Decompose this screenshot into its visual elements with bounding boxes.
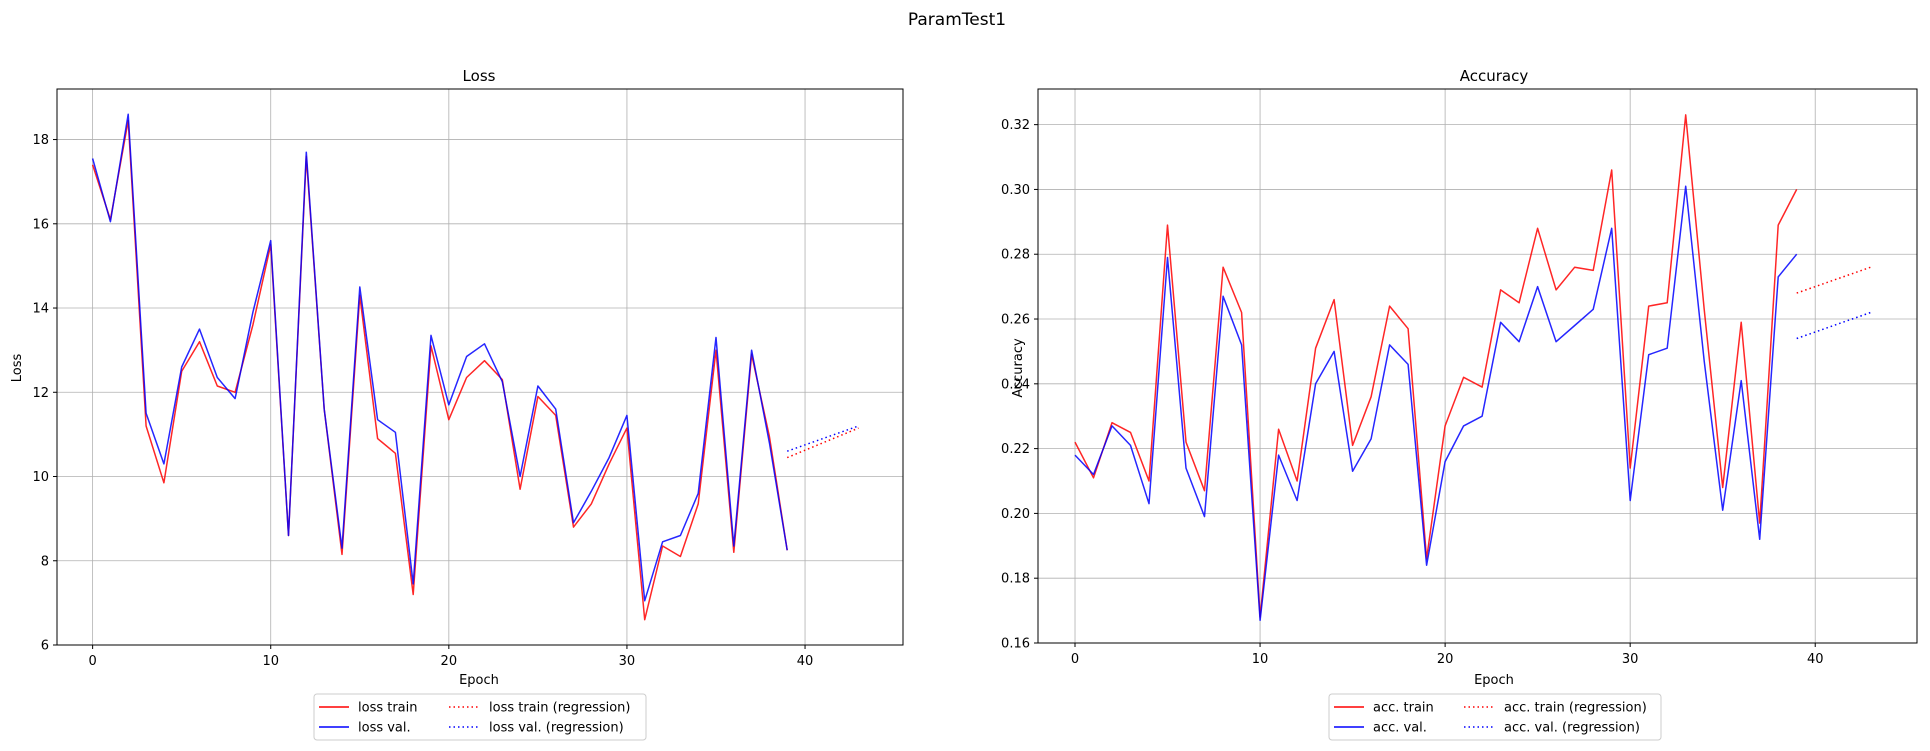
loss-legend-frame [313,693,647,741]
accuracy-chart-title: Accuracy [1460,67,1529,85]
series-loss-val [91,113,788,602]
loss-axes-frame [56,88,904,646]
accuracy-legend-frame [1328,693,1662,741]
legend-label-acc-train-regression: acc. train (regression) [1504,701,1647,716]
legend-label-acc-val-regression: acc. val. (regression) [1504,721,1640,736]
loss-ytick-label: 14 [32,302,49,317]
loss-xtick-label: 40 [797,654,814,669]
series-loss-train [91,119,788,621]
acc-ytick-label: 0.18 [1001,572,1030,587]
legend-label-loss-train-regression: loss train (regression) [489,701,631,716]
acc-xtick-label: 40 [1807,652,1824,667]
acc-ytick-label: 0.30 [1001,183,1030,198]
loss-xtick-label: 0 [88,654,96,669]
loss-chart: Loss Epoch Loss 0 10 20 30 40 6 8 10 12 14 16 18 lo… [10,67,904,741]
loss-ytick-label: 18 [32,133,49,148]
accuracy-plot-area: 0 10 20 30 40 0.16 0.18 0.20 0.22 0.24 0.26 0.28 0.3… [1001,88,1918,667]
loss-ytick-label: 16 [32,217,49,232]
acc-xtick-label: 30 [1622,652,1639,667]
series-acc-val-regression [1796,311,1871,340]
loss-legend: loss train loss val. loss train (regress… [313,693,647,741]
legend-label-loss-val: loss val. [358,721,411,736]
acc-xtick-label: 0 [1071,652,1079,667]
acc-ytick-label: 0.16 [1001,637,1030,652]
acc-ytick-label: 0.28 [1001,248,1030,263]
loss-xtick-label: 10 [262,654,279,669]
accuracy-legend: acc. train acc. val. acc. train (regress… [1328,693,1662,741]
loss-chart-title: Loss [463,67,496,85]
acc-xtick-label: 10 [1252,652,1269,667]
accuracy-chart-ylabel: Accuracy [1011,338,1026,398]
acc-ytick-label: 0.24 [1001,377,1030,392]
series-acc-val [1074,185,1798,622]
acc-ytick-label: 0.22 [1001,442,1030,457]
loss-ytick-label: 6 [41,639,49,654]
loss-xtick-label: 20 [441,654,458,669]
acc-ytick-label: 0.32 [1001,118,1030,133]
legend-label-loss-train: loss train [358,701,418,716]
series-loss-train-regression [786,427,859,459]
loss-ytick-label: 12 [32,386,49,401]
acc-axes-frame [1037,88,1918,644]
loss-chart-ylabel: Loss [10,354,25,383]
loss-ytick-label: 8 [41,554,49,569]
loss-xtick-label: 30 [619,654,636,669]
accuracy-chart: Accuracy Epoch Accuracy 0 10 20 30 40 0.16 0.1… [1001,67,1918,741]
acc-ytick-label: 0.20 [1001,507,1030,522]
acc-ytick-label: 0.26 [1001,313,1030,328]
loss-ytick-label: 10 [32,470,49,485]
legend-label-acc-val: acc. val. [1373,721,1427,736]
series-loss-val-regression [786,425,859,452]
figure-suptitle: ParamTest1 [908,10,1006,30]
loss-plot-area: 0 10 20 30 40 6 8 10 12 14 16 18 [32,88,904,669]
series-acc-train-regression [1796,266,1871,294]
legend-label-loss-val-regression: loss val. (regression) [489,721,624,736]
acc-xtick-label: 20 [1437,652,1454,667]
accuracy-chart-xlabel: Epoch [1474,673,1514,688]
legend-label-acc-train: acc. train [1373,701,1434,716]
series-acc-train [1074,114,1798,618]
loss-chart-xlabel: Epoch [459,673,499,688]
